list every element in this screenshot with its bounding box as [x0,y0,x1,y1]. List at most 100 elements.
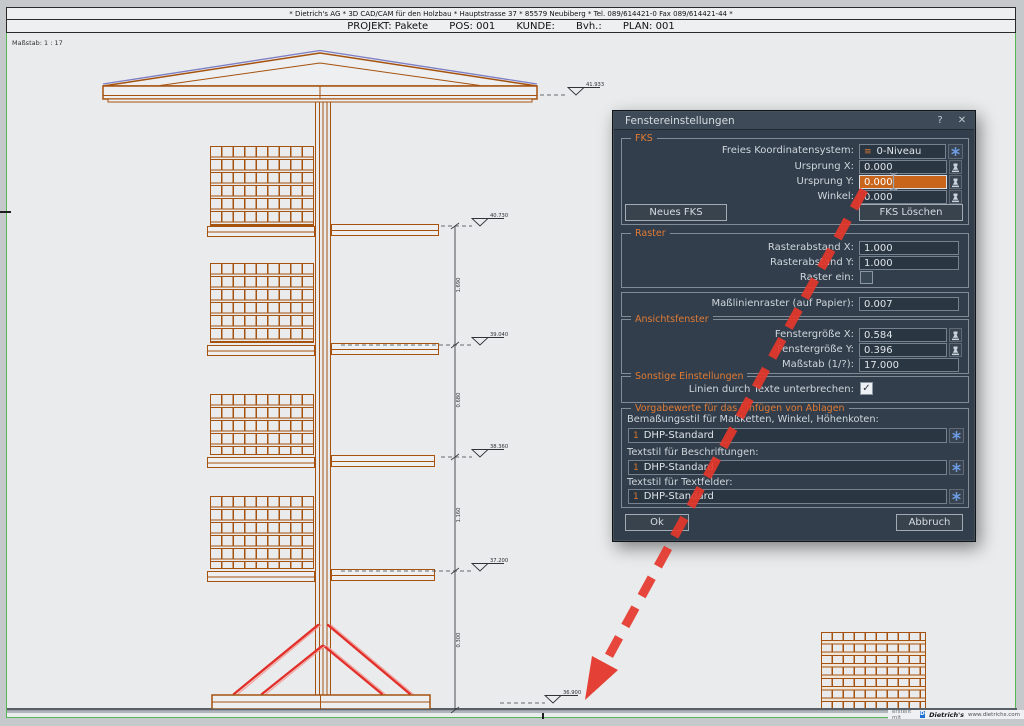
fks-group-title: FKS [631,133,657,144]
asterisk-icon [952,431,961,440]
asterisk-icon [952,492,961,501]
shelf-right-level1 [331,224,439,236]
massstab-label: Maßstab (1/?): [781,359,854,370]
textstil-textfelder-dropdown-button[interactable] [949,489,964,504]
textstil-beschriftungen-value: DHP-Standard [643,462,714,473]
package-grid-level1 [210,146,314,226]
bvh-label: Bvh.: [576,21,602,32]
package-grid-level4 [210,496,314,569]
title-block-project: PROJEKT: Pakete POS: 001 KUNDE: Bvh.: PL… [6,19,1016,33]
massstab-input[interactable]: 17.000 [859,358,959,372]
ursprung-y-label: Ursprung Y: [796,176,854,187]
pick-icon [952,331,959,340]
pick-icon [952,163,959,172]
linien-unterbrechen-checkbox[interactable]: ✓ [860,382,873,395]
rasterabstand-x-label: Rasterabstand X: [767,242,854,253]
sonstige-group-title: Sonstige Einstellungen [631,371,748,382]
ursprung-x-input[interactable]: 0.000 [859,160,947,174]
textstil-beschriftungen-label: Textstil für Beschriftungen: [627,447,759,458]
fenstergroesse-y-label: Fenstergröße Y: [776,344,854,355]
dietrichs-logo: D [919,711,926,718]
textstil-textfelder-value: DHP-Standard [643,491,714,502]
linien-unterbrechen-label: Linien durch Texte unterbrechen: [688,384,854,395]
package-grid-level3 [210,394,314,455]
ursprung-y-input[interactable]: 0.000 [859,175,947,189]
fenstergroesse-y-pick-button[interactable] [949,343,962,357]
ursprung-x-label: Ursprung X: [794,161,854,172]
shelf-right-level3 [331,455,435,467]
bemassungsstil-label: Bemaßungsstil für Maßketten, Winkel, Höh… [627,414,879,425]
plan-label: PLAN: 001 [622,21,675,32]
neues-fks-button[interactable]: Neues FKS [625,204,727,221]
shelf-right-level4 [331,569,435,581]
created-with-text: erstellt mit [892,708,912,721]
textstil-beschriftungen-combobox[interactable]: 1 DHP-Standard [628,460,947,475]
asterisk-icon [951,147,960,156]
ursprung-x-pick-button[interactable] [949,160,962,174]
bemassungsstil-combobox[interactable]: 1 DHP-Standard [628,428,947,443]
fenstergroesse-x-input[interactable]: 0.584 [859,328,947,342]
shelf-left-level3 [207,457,315,468]
fenstereinstellungen-dialog: Fenstereinstellungen ? ✕ FKS Freies Koor… [612,110,976,542]
rasterabstand-y-label: Rasterabstand Y: [770,257,854,268]
projekt-label: PROJEKT: Pakete [347,21,429,32]
center-post [315,99,331,695]
website-text: www.dietrichs.com [968,711,1020,718]
bottom-border-tick [542,710,544,719]
style-index: 1 [633,431,639,441]
abbruch-button[interactable]: Abbruch [896,514,963,531]
fks-loeschen-button[interactable]: FKS Löschen [859,204,963,221]
kunde-label: KUNDE: [516,21,555,32]
rasterabstand-y-input[interactable]: 1.000 [859,256,959,270]
coord-system-label: Freies Koordinatensystem: [721,145,854,156]
style-index: 1 [633,492,639,502]
raster-ein-label: Raster ein: [799,272,854,283]
asterisk-icon [952,463,961,472]
rasterabstand-x-input[interactable]: 1.000 [859,241,959,255]
shelf-right-level2 [331,343,439,355]
raster-ein-checkbox[interactable] [860,271,873,284]
fenstergroesse-x-pick-button[interactable] [949,328,962,342]
pick-icon [952,178,959,187]
close-button[interactable]: ✕ [957,115,967,126]
brand-text: Dietrich's [929,710,965,719]
textstil-textfelder-label: Textstil für Textfelder: [627,477,733,488]
ground-band [7,708,1017,713]
package-grid-level2 [210,263,314,343]
pick-icon [952,346,959,355]
fenstergroesse-x-label: Fenstergröße X: [774,329,854,340]
textstil-textfelder-combobox[interactable]: 1 DHP-Standard [628,489,947,504]
help-button[interactable]: ? [937,115,943,126]
textstil-beschriftungen-dropdown-button[interactable] [949,460,964,475]
pos-label: POS: 001 [449,21,496,32]
fenstergroesse-y-input[interactable]: 0.396 [859,343,947,357]
vorgaben-group-title: Vorgabewerte für das Einfügen von Ablage… [631,403,849,414]
pick-icon [952,193,959,202]
coord-system-value: 0-Niveau [876,146,922,157]
winkel-label: Winkel: [817,191,854,202]
bemassungsstil-dropdown-button[interactable] [949,428,964,443]
bemassungsstil-value: DHP-Standard [643,430,714,441]
shelf-left-level2 [207,345,315,356]
winkel-pick-button[interactable] [949,190,962,204]
ursprung-y-pick-button[interactable] [949,175,962,189]
left-border-tick [0,211,11,213]
footer-stamp: erstellt mit D Dietrich's www.dietrichs.… [888,708,1024,721]
address-line: * Dietrich's AG * 3D CAD/CAM für den Hol… [289,10,733,18]
ansichtsfenster-group-title: Ansichtsfenster [631,314,713,325]
dialog-title: Fenstereinstellungen [625,115,735,127]
levels-icon: ≡ [864,147,872,157]
coord-system-combobox[interactable]: ≡ 0-Niveau [859,144,946,159]
shelf-left-level4 [207,571,315,582]
dialog-titlebar[interactable]: Fenstereinstellungen ? ✕ [614,112,974,130]
ok-button[interactable]: Ok [625,514,689,531]
winkel-input[interactable]: 0.000 [859,190,947,204]
masslinien-input[interactable]: 0.007 [859,297,959,311]
shelf-left-level1 [207,226,315,237]
coord-system-dropdown-button[interactable] [948,144,963,159]
style-index: 1 [633,463,639,473]
raster-group-title: Raster [631,228,670,239]
front-view-grid [821,632,926,709]
masslinien-label: Maßlinienraster (auf Papier): [711,298,854,309]
scale-note: Maßstab: 1 : 17 [12,39,63,47]
